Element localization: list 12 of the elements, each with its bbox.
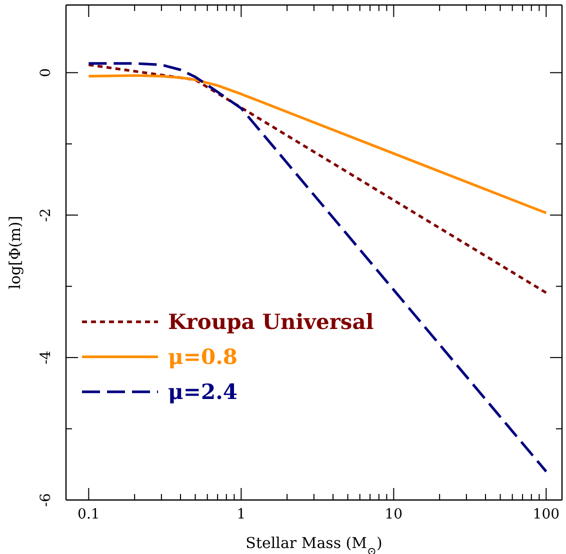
legend-label: μ=0.8 <box>168 344 238 369</box>
x-tick-label: 10 <box>384 506 403 522</box>
y-tick-label: -2 <box>38 208 54 222</box>
y-tick-label: 0 <box>38 68 54 78</box>
legend-label: μ=2.4 <box>168 378 238 404</box>
legend-label: Kroupa Universal <box>168 308 374 334</box>
y-tick-label: -4 <box>38 350 54 364</box>
x-tick-label: 1 <box>236 506 246 522</box>
y-axis-title: log[Φ(m)] <box>6 216 24 290</box>
x-tick-label: 0.1 <box>78 506 100 522</box>
y-tick-label: -6 <box>38 493 54 507</box>
x-tick-label: 100 <box>532 506 560 522</box>
